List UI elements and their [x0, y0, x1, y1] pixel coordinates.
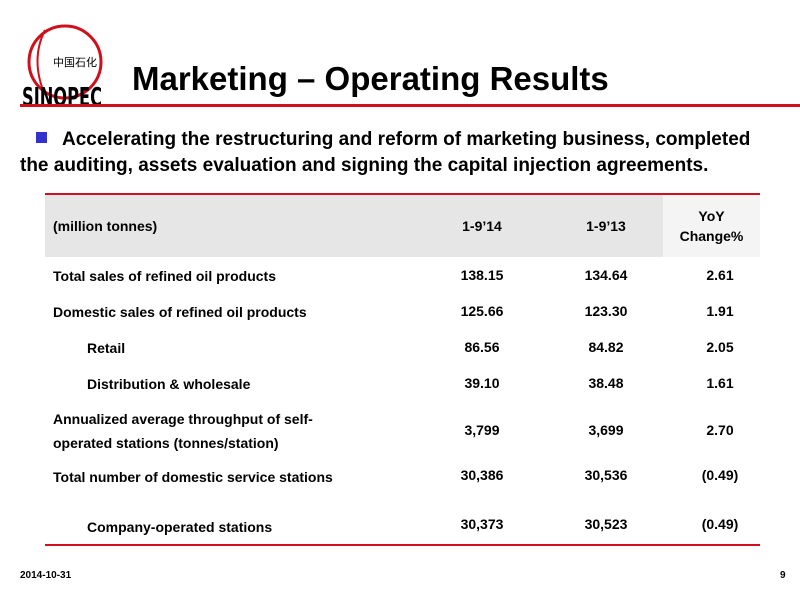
cell-value: 1.91 — [706, 303, 734, 319]
cell-value: 1.61 — [706, 375, 734, 391]
cell-value: 125.66 — [460, 303, 504, 319]
cell-value: 38.48 — [588, 375, 624, 391]
sinopec-logo: 中国石化 SINOPEC — [22, 24, 103, 110]
title-divider — [20, 104, 800, 107]
svg-text:中国石化: 中国石化 — [53, 55, 97, 69]
table-row: Total number of domestic service station… — [45, 459, 760, 507]
row-label: Total number of domestic service station… — [53, 469, 333, 485]
cell-value: (0.49) — [701, 516, 739, 532]
cell-value: 3,799 — [464, 422, 500, 438]
row-label: Annualized average throughput of self-op… — [53, 411, 313, 451]
cell-value: 86.56 — [464, 339, 500, 355]
cell-value: 2.70 — [706, 422, 734, 438]
table-row: Domestic sales of refined oil products 1… — [45, 295, 760, 331]
table-row: Retail 86.56 84.82 2.05 — [45, 331, 760, 367]
row-label: Total sales of refined oil products — [53, 268, 276, 284]
row-label: Distribution & wholesale — [87, 376, 251, 392]
cell-value: 39.10 — [464, 375, 500, 391]
cell-value: 138.15 — [460, 267, 504, 283]
cell-value: 2.05 — [706, 339, 734, 355]
table-header: (million tonnes) 1-9’14 1-9’13 YoY Chang… — [45, 193, 760, 257]
cell-value: 84.82 — [588, 339, 624, 355]
cell-value: 30,386 — [460, 467, 504, 483]
cell-value: 30,373 — [460, 516, 504, 532]
table-row: Distribution & wholesale 39.10 38.48 1.6… — [45, 367, 760, 403]
bullet-square-icon — [36, 132, 47, 143]
operating-results-table: (million tonnes) 1-9’14 1-9’13 YoY Chang… — [45, 193, 760, 547]
cell-value: 134.64 — [584, 267, 628, 283]
cell-value: 3,699 — [588, 422, 624, 438]
header-yoy-change: YoY Change% — [663, 195, 760, 257]
table-bottom-divider — [45, 544, 760, 546]
page-title: Marketing – Operating Results — [132, 60, 609, 97]
table-row: Annualized average throughput of self-op… — [45, 403, 760, 459]
table-row: Total sales of refined oil products 138.… — [45, 257, 760, 295]
header-1-9-13: 1-9’13 — [586, 218, 626, 234]
row-label: Retail — [87, 340, 126, 356]
cell-value: 30,536 — [584, 467, 628, 483]
cell-value: 123.30 — [584, 303, 628, 319]
cell-value: 30,523 — [584, 516, 628, 532]
row-label: Domestic sales of refined oil products — [53, 304, 307, 320]
cell-value: 2.61 — [706, 267, 734, 283]
page-number: 9 — [780, 570, 786, 581]
header-1-9-14: 1-9’14 — [462, 218, 502, 234]
intro-text: Accelerating the restructuring and refor… — [20, 129, 751, 176]
header-unit: (million tonnes) — [53, 218, 158, 234]
row-label: Company-operated stations — [87, 519, 273, 535]
footer-date: 2014-10-31 — [20, 570, 72, 581]
table-row: Company-operated stations 30,373 30,523 … — [45, 507, 760, 547]
cell-value: (0.49) — [701, 467, 739, 483]
